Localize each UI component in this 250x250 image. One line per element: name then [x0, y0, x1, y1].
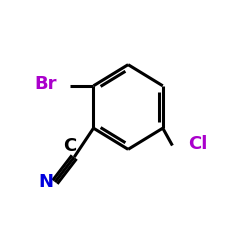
Text: N: N — [38, 173, 53, 191]
Text: Br: Br — [34, 75, 57, 93]
Text: C: C — [63, 137, 76, 155]
Text: Cl: Cl — [188, 134, 207, 152]
